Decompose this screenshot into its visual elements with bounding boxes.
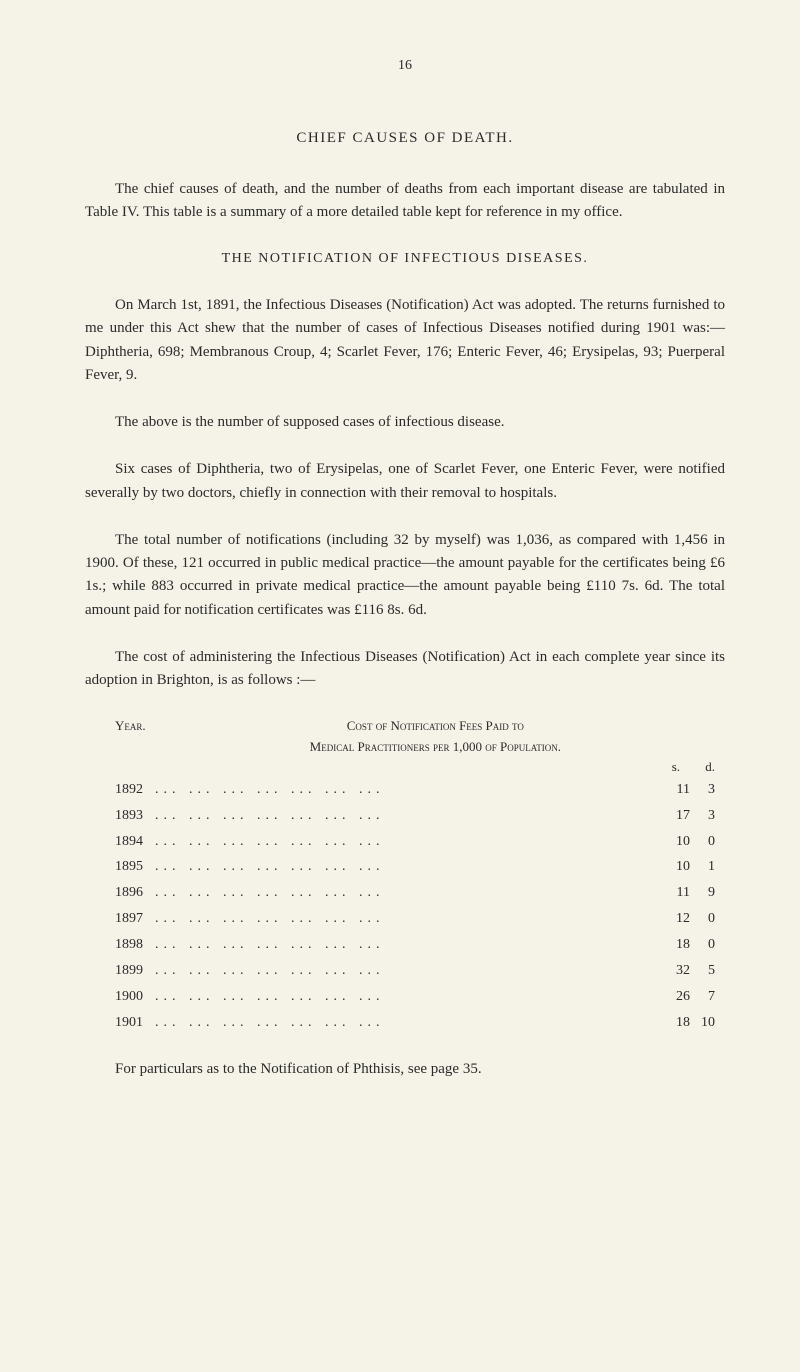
dots-cell: ... ... ... ... ... ... ... (145, 906, 655, 932)
shillings-cell: 10 (655, 829, 690, 855)
pence-cell: 3 (690, 803, 725, 829)
pence-cell: 10 (690, 1010, 725, 1036)
notification-para-2: The above is the number of supposed case… (85, 411, 725, 434)
shillings-cell: 18 (655, 932, 690, 958)
year-cell: 1898 (85, 932, 145, 958)
footer-paragraph: For particulars as to the Notification o… (85, 1058, 725, 1081)
notification-para-4: The total number of notifications (inclu… (85, 529, 725, 622)
dots-cell: ... ... ... ... ... ... ... (145, 777, 655, 803)
table-row: 1898... ... ... ... ... ... ...180 (85, 932, 725, 958)
table-row: 1899... ... ... ... ... ... ...325 (85, 958, 725, 984)
year-cell: 1899 (85, 958, 145, 984)
table-header-row: Year. Cost of Notification Fees Paid to … (85, 716, 725, 756)
chief-causes-heading: CHIEF CAUSES OF DEATH. (85, 127, 725, 150)
year-cell: 1894 (85, 829, 145, 855)
shillings-cell: 18 (655, 1010, 690, 1036)
dots-cell: ... ... ... ... ... ... ... (145, 803, 655, 829)
dots-cell: ... ... ... ... ... ... ... (145, 1010, 655, 1036)
table-row: 1901... ... ... ... ... ... ...1810 (85, 1010, 725, 1036)
dots-cell: ... ... ... ... ... ... ... (145, 932, 655, 958)
pence-cell: 5 (690, 958, 725, 984)
chief-causes-paragraph: The chief causes of death, and the numbe… (85, 178, 725, 225)
year-column-label: Year. (85, 716, 146, 736)
year-cell: 1892 (85, 777, 145, 803)
pence-cell: 0 (690, 829, 725, 855)
page-number: 16 (85, 55, 725, 77)
notification-para-1: On March 1st, 1891, the Infectious Disea… (85, 294, 725, 387)
year-cell: 1896 (85, 880, 145, 906)
year-cell: 1893 (85, 803, 145, 829)
pence-cell: 0 (690, 932, 725, 958)
dots-cell: ... ... ... ... ... ... ... (145, 829, 655, 855)
shillings-cell: 32 (655, 958, 690, 984)
cost-table: Year. Cost of Notification Fees Paid to … (85, 716, 725, 1035)
table-row: 1896... ... ... ... ... ... ...119 (85, 880, 725, 906)
shillings-cell: 10 (655, 854, 690, 880)
table-row: 1900... ... ... ... ... ... ...267 (85, 984, 725, 1010)
dots-cell: ... ... ... ... ... ... ... (145, 958, 655, 984)
table-row: 1895... ... ... ... ... ... ...101 (85, 854, 725, 880)
sd-column-header: s. d. (85, 757, 725, 777)
notification-para-3: Six cases of Diphtheria, two of Erysipel… (85, 458, 725, 505)
dots-cell: ... ... ... ... ... ... ... (145, 880, 655, 906)
shillings-cell: 11 (655, 777, 690, 803)
notification-para-5: The cost of administering the Infectious… (85, 646, 725, 693)
dots-cell: ... ... ... ... ... ... ... (145, 984, 655, 1010)
year-cell: 1901 (85, 1010, 145, 1036)
shillings-cell: 12 (655, 906, 690, 932)
pence-cell: 1 (690, 854, 725, 880)
pence-cell: 0 (690, 906, 725, 932)
pence-cell: 9 (690, 880, 725, 906)
dots-cell: ... ... ... ... ... ... ... (145, 854, 655, 880)
pence-header: d. (680, 757, 715, 777)
table-header-center: Cost of Notification Fees Paid to Medica… (146, 716, 725, 756)
table-header-line-1: Cost of Notification Fees Paid to (146, 716, 725, 736)
pence-cell: 7 (690, 984, 725, 1010)
table-row: 1897... ... ... ... ... ... ...120 (85, 906, 725, 932)
pence-cell: 3 (690, 777, 725, 803)
table-row: 1894... ... ... ... ... ... ...100 (85, 829, 725, 855)
year-cell: 1897 (85, 906, 145, 932)
shillings-cell: 11 (655, 880, 690, 906)
notification-heading: THE NOTIFICATION OF INFECTIOUS DISEASES. (85, 248, 725, 270)
year-cell: 1900 (85, 984, 145, 1010)
table-header-line-2: Medical Practitioners per 1,000 of Popul… (146, 737, 725, 757)
shillings-cell: 26 (655, 984, 690, 1010)
shillings-header: s. (645, 757, 680, 777)
table-row: 1893... ... ... ... ... ... ...173 (85, 803, 725, 829)
year-cell: 1895 (85, 854, 145, 880)
shillings-cell: 17 (655, 803, 690, 829)
table-row: 1892... ... ... ... ... ... ...113 (85, 777, 725, 803)
